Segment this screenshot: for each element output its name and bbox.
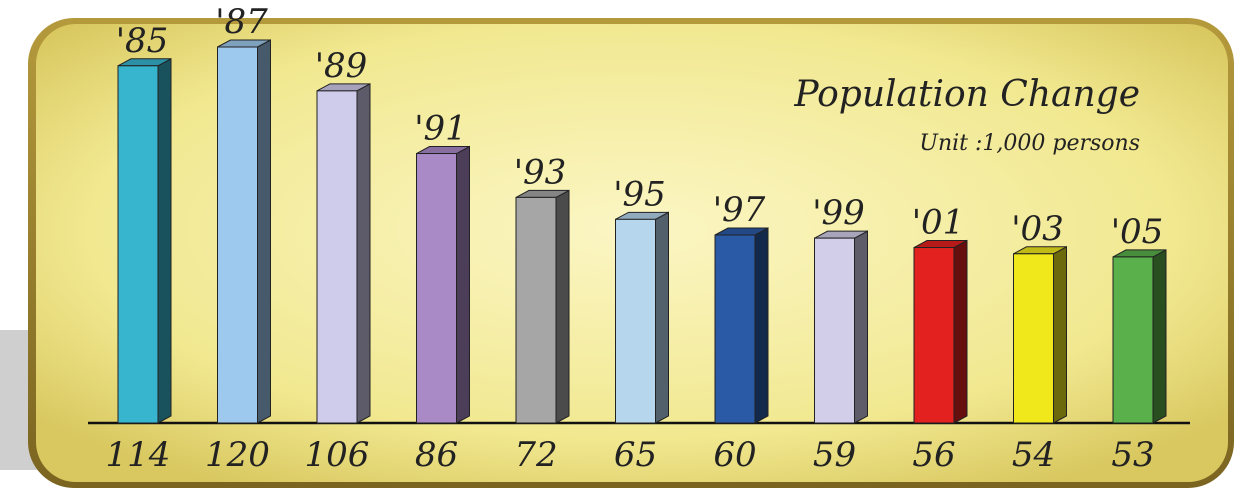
value-label-3: 86 <box>415 435 458 475</box>
bar-side-8 <box>953 239 968 424</box>
bar-front-4 <box>515 196 557 424</box>
category-label-6: '97 <box>713 190 766 230</box>
category-label-7: '99 <box>812 193 865 233</box>
bar-8 <box>913 239 968 424</box>
bar-1 <box>217 39 271 424</box>
bar-7 <box>814 230 868 424</box>
value-label-4: 72 <box>514 435 557 475</box>
bar-side-10 <box>1152 249 1167 424</box>
value-label-2: 106 <box>305 435 370 475</box>
bar-front-7 <box>814 237 855 424</box>
bar-4 <box>515 189 570 424</box>
value-label-7: 59 <box>813 435 856 475</box>
bar-side-9 <box>1053 245 1067 424</box>
bar-front-8 <box>913 247 955 424</box>
category-label-4: '93 <box>514 152 567 192</box>
bar-front-5 <box>615 218 656 424</box>
category-label-0: '85 <box>116 21 169 61</box>
value-label-5: 65 <box>614 435 657 475</box>
bar-2 <box>316 83 371 424</box>
chart-title: Population Change <box>793 74 1140 115</box>
bar-6 <box>714 227 769 424</box>
bar-side-4 <box>555 189 570 424</box>
chart-subtitle: Unit :1,000 persons <box>919 131 1140 156</box>
bar-10 <box>1112 249 1167 424</box>
bar-side-6 <box>754 227 769 424</box>
bar-3 <box>416 145 470 424</box>
value-label-8: 56 <box>912 435 955 475</box>
bar-front-9 <box>1013 253 1054 424</box>
bar-side-7 <box>854 230 868 424</box>
bar-5 <box>615 211 669 424</box>
labels-layer: '85 114 '87 120 '89 106 '91 86 '93 72 '95 65 '97 60 '9… <box>106 2 1164 475</box>
value-label-10: 53 <box>1111 435 1154 475</box>
bar-front-3 <box>416 153 457 424</box>
category-label-3: '91 <box>414 109 467 149</box>
bar-side-5 <box>655 211 669 424</box>
bar-side-3 <box>456 145 470 424</box>
category-label-9: '03 <box>1011 209 1064 249</box>
bar-front-6 <box>714 234 756 424</box>
bar-side-2 <box>356 83 371 424</box>
bar-0 <box>117 57 172 424</box>
bar-side-1 <box>257 39 271 424</box>
bar-9 <box>1013 245 1067 424</box>
bar-front-0 <box>117 65 159 424</box>
bar-front-10 <box>1112 256 1154 424</box>
category-label-8: '01 <box>912 203 965 243</box>
bar-front-2 <box>316 90 358 424</box>
value-label-0: 114 <box>106 435 171 475</box>
value-label-9: 54 <box>1012 435 1055 475</box>
value-label-1: 120 <box>205 435 270 475</box>
bars-layer <box>117 39 1167 424</box>
value-label-6: 60 <box>713 435 756 475</box>
bar-side-0 <box>157 57 172 424</box>
category-label-5: '95 <box>613 174 666 214</box>
bar-front-1 <box>217 46 258 424</box>
category-label-2: '89 <box>315 46 368 86</box>
category-label-1: '87 <box>215 2 268 42</box>
category-label-10: '05 <box>1111 212 1164 252</box>
